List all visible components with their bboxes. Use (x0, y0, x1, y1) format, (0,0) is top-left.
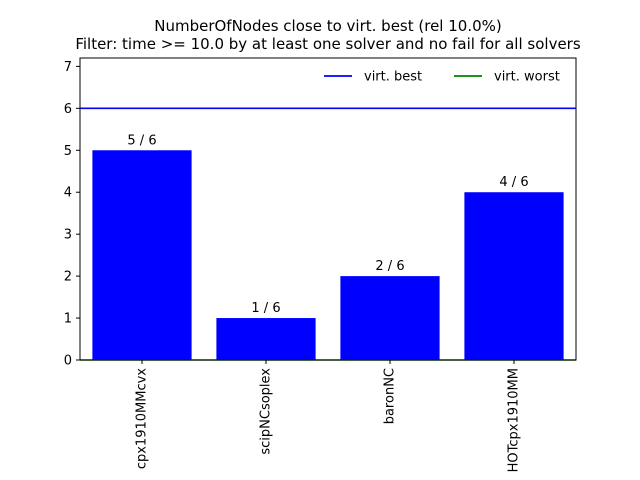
y-tick-label: 6 (64, 102, 72, 117)
x-tick-label-cpx1910MMcvx: cpx1910MMcvx (135, 368, 150, 469)
legend-label-virt-worst: virt. worst (494, 70, 560, 85)
y-tick-label: 0 (64, 354, 72, 369)
x-tick-label-HOTcpx1910MM: HOTcpx1910MM (507, 368, 522, 472)
chart-subtitle: Filter: time >= 10.0 by at least one sol… (75, 35, 581, 53)
bar-label-scipNCsoplex: 1 / 6 (251, 301, 280, 316)
bar-labels-group: 5 / 6 1 / 6 2 / 6 4 / 6 (127, 133, 528, 316)
x-tick-label-baronNC: baronNC (383, 368, 398, 424)
legend: virt. best virt. worst (324, 70, 560, 85)
bar-label-cpx1910MMcvx: 5 / 6 (127, 133, 156, 148)
bars-group (92, 150, 564, 360)
y-tick-label: 7 (64, 60, 72, 75)
x-tick-label-scipNCsoplex: scipNCsoplex (259, 368, 274, 455)
plot-frame (79, 57, 577, 361)
bar-baronNC (340, 276, 440, 360)
bar-scipNCsoplex (216, 318, 316, 360)
y-tick-label: 5 (64, 144, 72, 159)
bar-label-baronNC: 2 / 6 (375, 259, 404, 274)
chart-title: NumberOfNodes close to virt. best (rel 1… (154, 17, 502, 35)
y-tick-label: 2 (64, 270, 72, 285)
bar-HOTcpx1910MM (464, 192, 564, 360)
y-axis: 0 1 2 3 4 5 6 7 (64, 60, 80, 369)
y-tick-label: 1 (64, 312, 72, 327)
bar-cpx1910MMcvx (92, 150, 192, 360)
legend-label-virt-best: virt. best (364, 70, 422, 85)
y-tick-label: 4 (64, 186, 72, 201)
x-axis: cpx1910MMcvx scipNCsoplex baronNC HOTcpx191… (135, 360, 522, 472)
bar-label-HOTcpx1910MM: 4 / 6 (499, 175, 528, 190)
y-tick-label: 3 (64, 228, 72, 243)
